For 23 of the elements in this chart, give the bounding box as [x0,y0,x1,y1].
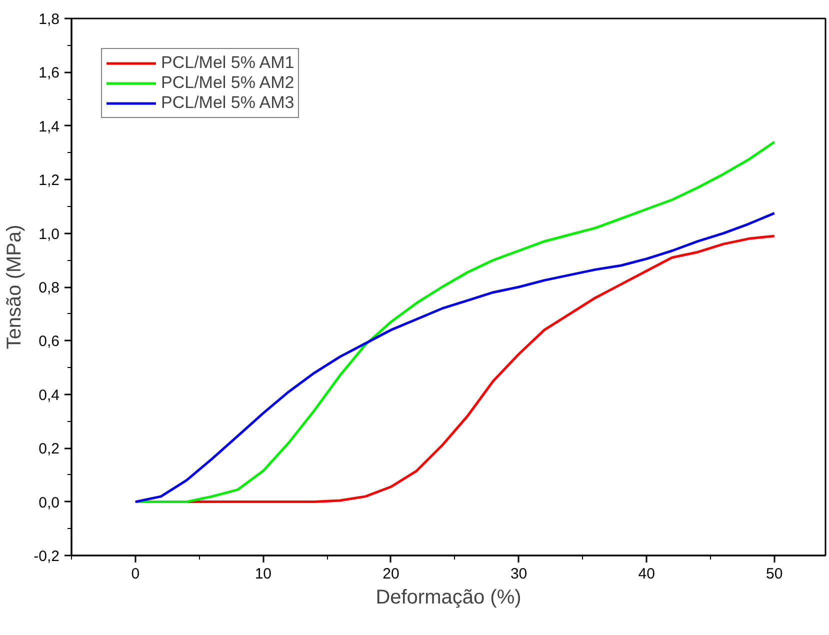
y-tick-label: -0,2 [34,548,60,565]
y-tick-label: 0,8 [38,280,60,296]
y-tick-label: 0,4 [38,386,60,404]
line-series [134,140,776,504]
x-tick-label: 40 [638,566,655,582]
x-tick-label: 0 [131,566,140,582]
y-tick-label: 1,4 [38,118,60,136]
x-tick-label: 20 [382,566,400,582]
x-tick-label: 50 [766,566,783,582]
y-axis-title: Tensão (MPa) [4,224,26,350]
legend-label: PCL/Mel 5% AM1 [161,53,294,73]
y-tick-label: 0,6 [38,333,60,350]
x-axis-title: Deformação (%) [376,586,522,608]
y-tick-label: 1,2 [38,172,60,190]
x-tick-label: 10 [254,566,272,582]
y-tick-label: 0,2 [38,440,60,458]
legend-label: PCL/Mel 5% AM2 [161,73,294,93]
x-tick-label: 30 [510,566,528,582]
y-tick-label: 1,6 [38,64,60,82]
legend-label: PCL/Mel 5% AM3 [161,93,294,113]
y-tick-label: 1,0 [38,226,60,243]
y-tick-label: 1,8 [38,11,60,28]
y-tick-label: 0,0 [38,494,60,512]
